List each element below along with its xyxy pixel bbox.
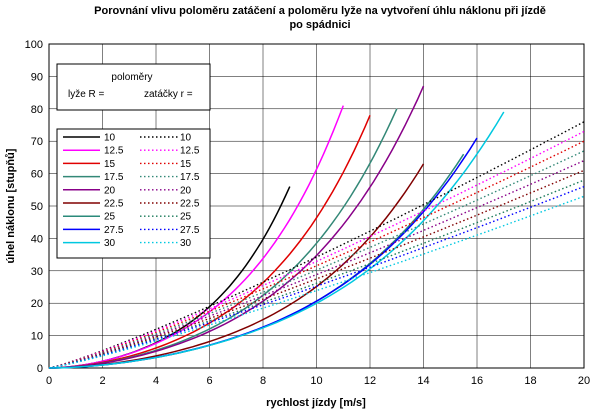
y-tick-label: 90	[31, 71, 43, 83]
x-tick-label: 8	[260, 375, 266, 387]
x-tick-label: 2	[99, 375, 105, 387]
plot-area	[48, 43, 585, 369]
legend-label-solid: 17.5	[104, 172, 124, 183]
series-line-dotted-22-5	[48, 169, 585, 369]
series-line-solid-12-5	[48, 105, 344, 369]
y-tick-label: 30	[31, 266, 43, 278]
legend-header: poloměry lyže R = zatáčky r =	[56, 63, 211, 111]
y-tick-label: 20	[31, 298, 43, 310]
legend-header-ski: lyže R =	[68, 89, 105, 100]
legend-label-dotted: 22.5	[180, 199, 200, 210]
series-line-dotted-17-5	[48, 150, 585, 369]
chart-title-line2: po spádnici	[289, 19, 350, 31]
legend-header-title: poloměry	[111, 72, 152, 83]
x-tick-label: 6	[206, 375, 212, 387]
legend-label-dotted: 15	[180, 159, 192, 170]
y-tick-label: 60	[31, 169, 43, 181]
chart-title: Porovnání vlivu poloměru zatáčení a polo…	[94, 5, 546, 17]
y-tick-label: 80	[31, 104, 43, 116]
series-line-solid-20	[48, 85, 425, 369]
legend-header-turn: zatáčky r =	[144, 89, 193, 100]
y-tick-label: 0	[37, 363, 43, 375]
legend-label-solid: 22.5	[104, 199, 124, 210]
x-tick-label: 16	[471, 375, 483, 387]
legend-label-solid: 20	[104, 185, 116, 196]
x-tick-label: 18	[524, 375, 536, 387]
x-tick-label: 14	[417, 375, 429, 387]
legend-box	[56, 128, 211, 259]
legend-label-dotted: 12.5	[180, 146, 200, 157]
x-tick-label: 20	[578, 375, 590, 387]
x-tick-label: 0	[46, 375, 52, 387]
legend: 10 12.5 15 17.5 20 22.5 25 27.5 30 10 12.5 15 17.5 20…	[56, 128, 211, 259]
y-tick-label: 10	[31, 331, 43, 343]
y-tick-label: 100	[25, 39, 43, 51]
series-line-dotted-27-5	[48, 185, 585, 369]
legend-label-dotted: 30	[180, 238, 192, 249]
legend-header-box	[56, 63, 211, 111]
series-line-dotted-12-5	[48, 130, 585, 369]
legend-label-solid: 30	[104, 238, 116, 249]
legend-label-solid: 10	[104, 133, 116, 144]
y-tick-label: 70	[31, 136, 43, 148]
x-tick-label: 12	[364, 375, 376, 387]
legend-label-solid: 27.5	[104, 225, 124, 236]
y-tick-labels: 0 10 20 30 40 50 60 70 80 90 100	[25, 39, 43, 375]
series-line-dotted-10	[48, 121, 585, 369]
legend-label-solid: 15	[104, 159, 116, 170]
legend-label-solid: 12.5	[104, 146, 124, 157]
series-line-dotted-25	[48, 179, 585, 369]
series-line-dotted-20	[48, 159, 585, 369]
y-tick-label: 40	[31, 233, 43, 245]
legend-label-dotted: 25	[180, 212, 192, 223]
legend-label-dotted: 10	[180, 133, 192, 144]
y-tick-label: 50	[31, 201, 43, 213]
x-axis-label: rychlost jízdy [m/s]	[266, 397, 366, 409]
legend-label-dotted: 27.5	[180, 225, 200, 236]
y-axis-label: úhel náklonu [stupňů]	[5, 148, 17, 263]
x-tick-label: 4	[153, 375, 159, 387]
x-tick-label: 10	[310, 375, 322, 387]
legend-label-dotted: 17.5	[180, 172, 200, 183]
series-group	[48, 85, 585, 369]
legend-label-dotted: 20	[180, 185, 192, 196]
x-tick-labels: 0 2 4 6 8 10 12 14 16 18 20	[46, 375, 590, 387]
legend-label-solid: 25	[104, 212, 116, 223]
